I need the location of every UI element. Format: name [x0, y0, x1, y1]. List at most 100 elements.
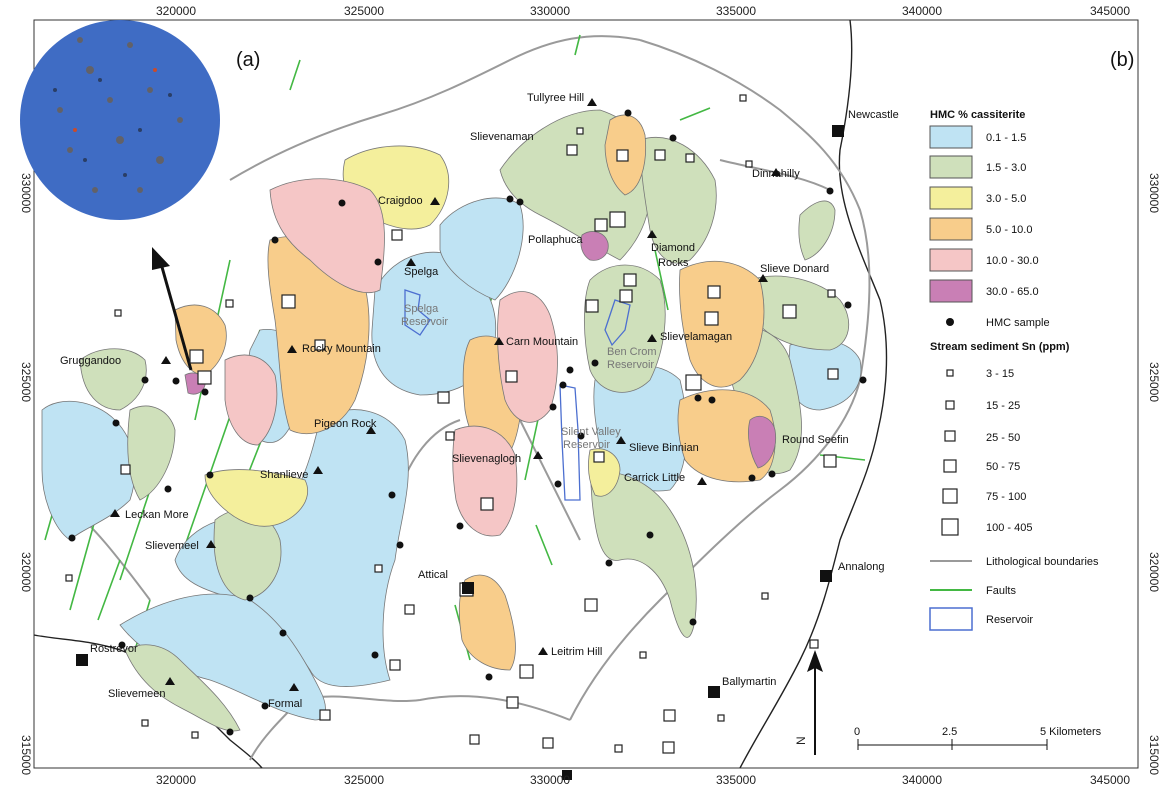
legend-hmc-label: 30.0 - 65.0 — [986, 286, 1039, 298]
legend-hmc-label: 10.0 - 30.0 — [986, 255, 1039, 267]
label-pigeon-rock: Pigeon Rock — [314, 418, 377, 430]
label-shanlieve: Shanlieve — [260, 469, 308, 481]
legend-hmc-swatch — [929, 125, 973, 149]
label-diamond-rocks-2: Rocks — [658, 257, 689, 269]
panel-label-b: (b) — [1110, 49, 1134, 71]
scale-tick-2-5: 2.5 — [942, 726, 957, 738]
y-tick-left: 330000 — [19, 173, 33, 213]
catchment-green-9 — [124, 644, 241, 732]
inset-pointer-arrow — [158, 259, 193, 371]
legend-sn-label: 15 - 25 — [986, 400, 1020, 412]
catchment-pink-4 — [224, 354, 278, 446]
legend-sn-square — [944, 430, 956, 442]
label-leitrim-hill: Leitrim Hill — [551, 646, 602, 658]
reservoir-outlines — [404, 289, 631, 501]
map-legend: HMC % cassiterite 0.1 - 1.5 1.5 - 3.0 3.… — [929, 109, 1099, 631]
x-axis-bottom: 320000 325000 330000 335000 340000 34500… — [156, 773, 1130, 787]
legend-sn-label: 50 - 75 — [986, 461, 1020, 473]
y-tick-right: 320000 — [1147, 552, 1161, 592]
catchment-pink-3 — [452, 425, 518, 537]
y-tick-right: 330000 — [1147, 173, 1161, 213]
y-tick-right: 315000 — [1147, 735, 1161, 775]
hmc-sample-points — [68, 109, 867, 736]
label-ballymartin: Ballymartin — [722, 676, 776, 688]
label-slievemeen: Slievemeen — [108, 688, 165, 700]
x-tick-top: 340000 — [902, 4, 942, 18]
label-ben-crom-reservoir: Ben Crom — [607, 346, 657, 358]
legend-sn-square — [946, 369, 954, 377]
label-pollaphuca: Pollaphuca — [528, 234, 583, 246]
legend-sn-label: 100 - 405 — [986, 522, 1032, 534]
label-carn-mountain: Carn Mountain — [506, 336, 578, 348]
y-axis-right: 330000 325000 320000 315000 — [1147, 173, 1161, 775]
legend-line-label: Lithological boundaries — [986, 556, 1099, 568]
label-dinnahilly: Dinnahilly — [752, 168, 800, 180]
label-gruggandoo: Gruggandoo — [60, 355, 121, 367]
x-tick-bottom: 345000 — [1090, 773, 1130, 787]
legend-hmc-label: 0.1 - 1.5 — [986, 132, 1026, 144]
label-slieve-binnian: Slieve Binnian — [629, 442, 699, 454]
label-carrick-little: Carrick Little — [624, 472, 685, 484]
label-tullyree-hill: Tullyree Hill — [527, 92, 584, 104]
catchment-blue-5 — [41, 400, 136, 541]
x-tick-top: 320000 — [156, 4, 196, 18]
legend-sn-label: 3 - 15 — [986, 368, 1014, 380]
legend-reservoir-swatch — [929, 607, 973, 631]
legend-hmc-swatch — [929, 186, 973, 210]
label-silent-valley-reservoir-2: Reservoir — [563, 439, 610, 451]
catchment-green-8 — [79, 348, 147, 411]
label-formal: Formal — [268, 698, 302, 710]
x-axis-top: 320000 325000 330000 335000 340000 34500… — [156, 4, 1130, 18]
legend-hmc-swatch — [929, 279, 973, 303]
catchment-green-4 — [589, 469, 697, 638]
x-tick-bottom: 325000 — [344, 773, 384, 787]
catchment-orange-6 — [458, 574, 516, 671]
catchment-green-6 — [749, 275, 849, 351]
catchment-pink-1 — [269, 178, 385, 294]
catchment-blue-2 — [439, 197, 524, 301]
x-tick-bottom: 330000 — [530, 773, 570, 787]
label-attical: Attical — [418, 569, 448, 581]
legend-hmc-sample-dot — [946, 318, 954, 326]
label-ben-crom-reservoir-2: Reservoir — [607, 359, 654, 371]
map-marker-bottom — [562, 770, 572, 780]
x-tick-bottom: 320000 — [156, 773, 196, 787]
y-tick-left: 315000 — [19, 735, 33, 775]
label-silent-valley-reservoir: Silent Valley — [561, 426, 621, 438]
north-label: N — [794, 736, 808, 745]
legend-hmc-label: 5.0 - 10.0 — [986, 224, 1032, 236]
label-diamond-rocks: Diamond — [651, 242, 695, 254]
x-tick-top: 345000 — [1090, 4, 1130, 18]
catchment-orange-4 — [677, 389, 776, 483]
y-tick-left: 320000 — [19, 552, 33, 592]
x-tick-top: 335000 — [716, 4, 756, 18]
label-leckan-more: Leckan More — [125, 509, 189, 521]
summit-triangles — [110, 98, 781, 691]
x-tick-bottom: 335000 — [716, 773, 756, 787]
legend-hmc-title: HMC % cassiterite — [930, 109, 1025, 121]
legend-sn-square — [941, 518, 959, 536]
catchment-purple-2 — [748, 416, 777, 469]
x-tick-top: 325000 — [344, 4, 384, 18]
y-tick-right: 325000 — [1147, 362, 1161, 402]
legend-hmc-swatch — [929, 155, 973, 179]
catchment-yellow-2 — [204, 469, 308, 527]
catchment-polygons — [41, 109, 862, 732]
legend-sn-label: 75 - 100 — [986, 491, 1026, 503]
catchment-pink-2 — [497, 291, 558, 423]
label-slieve-donard: Slieve Donard — [760, 263, 829, 275]
inset-thin-section — [20, 20, 220, 220]
north-arrow: N — [794, 650, 823, 755]
x-tick-bottom: 340000 — [902, 773, 942, 787]
scale-bar: 0 2.5 5 Kilometers — [854, 726, 1102, 750]
catchment-orange-3 — [679, 260, 765, 388]
legend-hmc-sample-label: HMC sample — [986, 317, 1050, 329]
label-slievenaman: Slievenaman — [470, 131, 534, 143]
label-annalong: Annalong — [838, 561, 885, 573]
legend-sn-label: 25 - 50 — [986, 432, 1020, 444]
catchment-green-10 — [127, 405, 176, 501]
legend-hmc-swatch — [929, 248, 973, 272]
label-spelga-reservoir: Spelga — [404, 303, 439, 315]
label-round-seefin: Round Seefin — [782, 434, 849, 446]
